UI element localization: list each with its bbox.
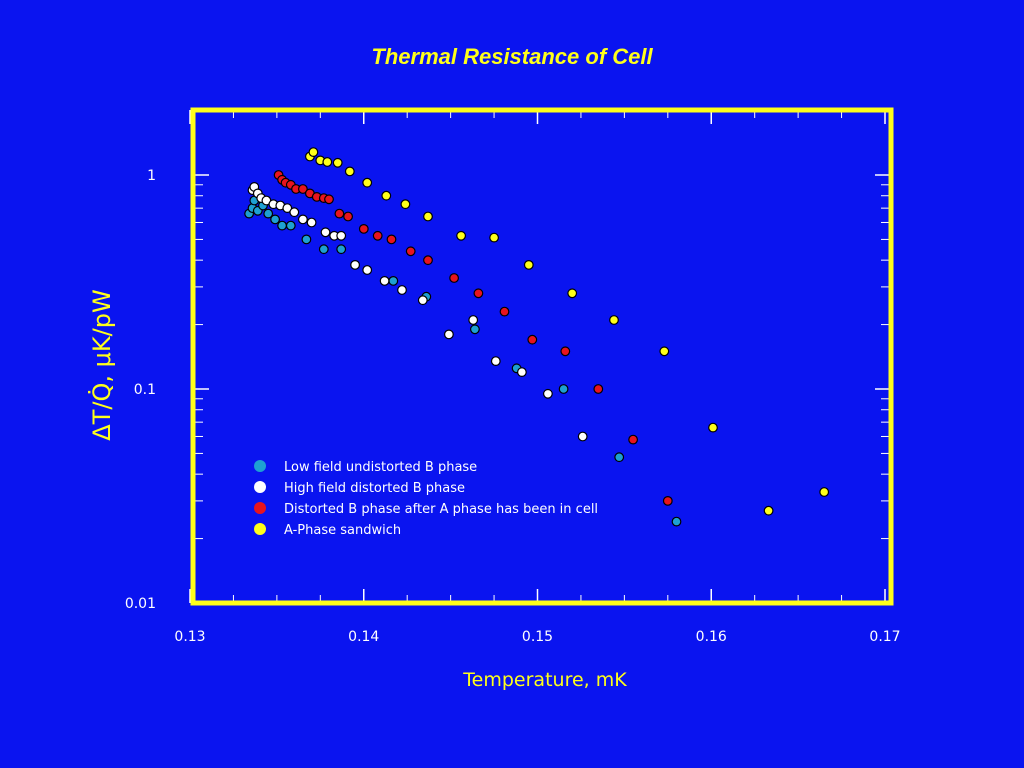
y-tick-label: 0.1 [134,382,156,398]
data-point-series-4 [456,230,467,241]
data-point-series-1 [270,214,281,225]
data-point-series-3 [628,434,638,445]
data-point-series-3 [343,211,354,222]
legend-marker [254,523,266,535]
data-point-series-4 [362,177,373,188]
y-tick-label: 0.01 [125,596,156,612]
data-point-series-1 [388,276,399,286]
data-points [244,147,830,527]
data-point-series-4 [708,422,718,433]
legend: Low field undistorted B phase High field … [254,460,598,538]
data-point-series-2 [289,207,300,218]
x-tick-label: 0.13 [174,629,205,645]
data-point-series-3 [449,273,460,283]
data-point-series-4 [523,260,534,270]
data-point-series-3 [372,230,383,241]
data-point-series-2 [417,295,428,306]
x-axis-tick-labels: 0.13 0.14 0.15 0.16 0.17 [174,629,900,645]
data-point-series-1 [336,244,347,255]
data-point-series-3 [423,255,433,266]
data-point-series-2 [444,329,454,340]
legend-marker [254,460,266,472]
x-tick-label: 0.16 [696,629,727,645]
data-point-series-3 [473,288,484,299]
x-axis-label: Temperature, mK [462,669,627,691]
legend-label: Distorted B phase after A phase has been… [284,502,598,517]
data-point-series-4 [489,232,500,243]
data-point-series-4 [763,505,774,516]
data-point-series-4 [609,315,619,325]
data-point-series-3 [662,496,673,506]
legend-marker [254,502,266,514]
data-point-series-4 [819,487,830,497]
data-point-series-4 [400,199,411,210]
data-point-series-3 [386,234,397,245]
data-point-series-3 [334,208,345,219]
data-point-series-1 [558,384,569,394]
data-point-series-1 [285,220,296,231]
data-point-series-2 [320,227,331,238]
data-point-series-3 [527,334,538,345]
y-tick-label: 1 [147,168,156,184]
y-axis-label: ΔT/Q̇, μK/pW [88,289,116,440]
data-point-series-2 [577,431,588,442]
data-point-series-4 [308,147,319,158]
legend-marker [254,481,266,493]
data-point-series-2 [468,315,479,325]
data-point-series-4 [659,346,670,357]
data-point-series-2 [517,367,527,378]
data-point-series-1 [671,516,682,527]
data-point-series-2 [490,356,501,367]
data-point-series-2 [306,217,317,228]
data-point-series-2 [379,276,390,286]
legend-label: A-Phase sandwich [284,523,401,538]
data-point-series-2 [362,265,373,275]
data-point-series-1 [277,220,288,231]
data-point-series-4 [322,157,333,167]
x-tick-label: 0.14 [348,629,379,645]
data-point-series-1 [301,234,312,245]
data-point-series-3 [405,246,416,257]
data-point-series-3 [324,194,334,205]
plot-frame [190,107,894,606]
data-point-series-3 [560,346,571,357]
data-point-series-2 [350,260,361,270]
data-point-series-2 [282,203,293,214]
y-axis-tick-labels: 1 0.1 0.01 [125,168,156,612]
data-point-series-1 [614,452,625,463]
data-point-series-2 [543,388,553,399]
data-point-series-4 [332,157,343,168]
legend-label: Low field undistorted B phase [284,460,477,475]
data-point-series-2 [336,230,347,241]
data-point-series-3 [499,306,510,317]
data-point-series-2 [397,285,407,295]
data-point-series-4 [423,211,433,222]
data-point-series-4 [381,190,392,201]
data-point-series-4 [344,166,355,177]
data-point-series-2 [298,214,308,225]
legend-label: High field distorted B phase [284,481,465,496]
data-point-series-1 [318,244,329,255]
x-tick-label: 0.15 [522,629,553,645]
data-point-series-4 [567,288,578,299]
data-point-series-3 [298,184,308,194]
data-point-series-3 [358,223,369,234]
x-tick-label: 0.17 [869,629,900,645]
slide-title: Thermal Resistance of Cell [371,44,653,69]
data-point-series-1 [263,208,274,219]
data-point-series-1 [470,324,480,335]
data-point-series-3 [593,384,604,394]
